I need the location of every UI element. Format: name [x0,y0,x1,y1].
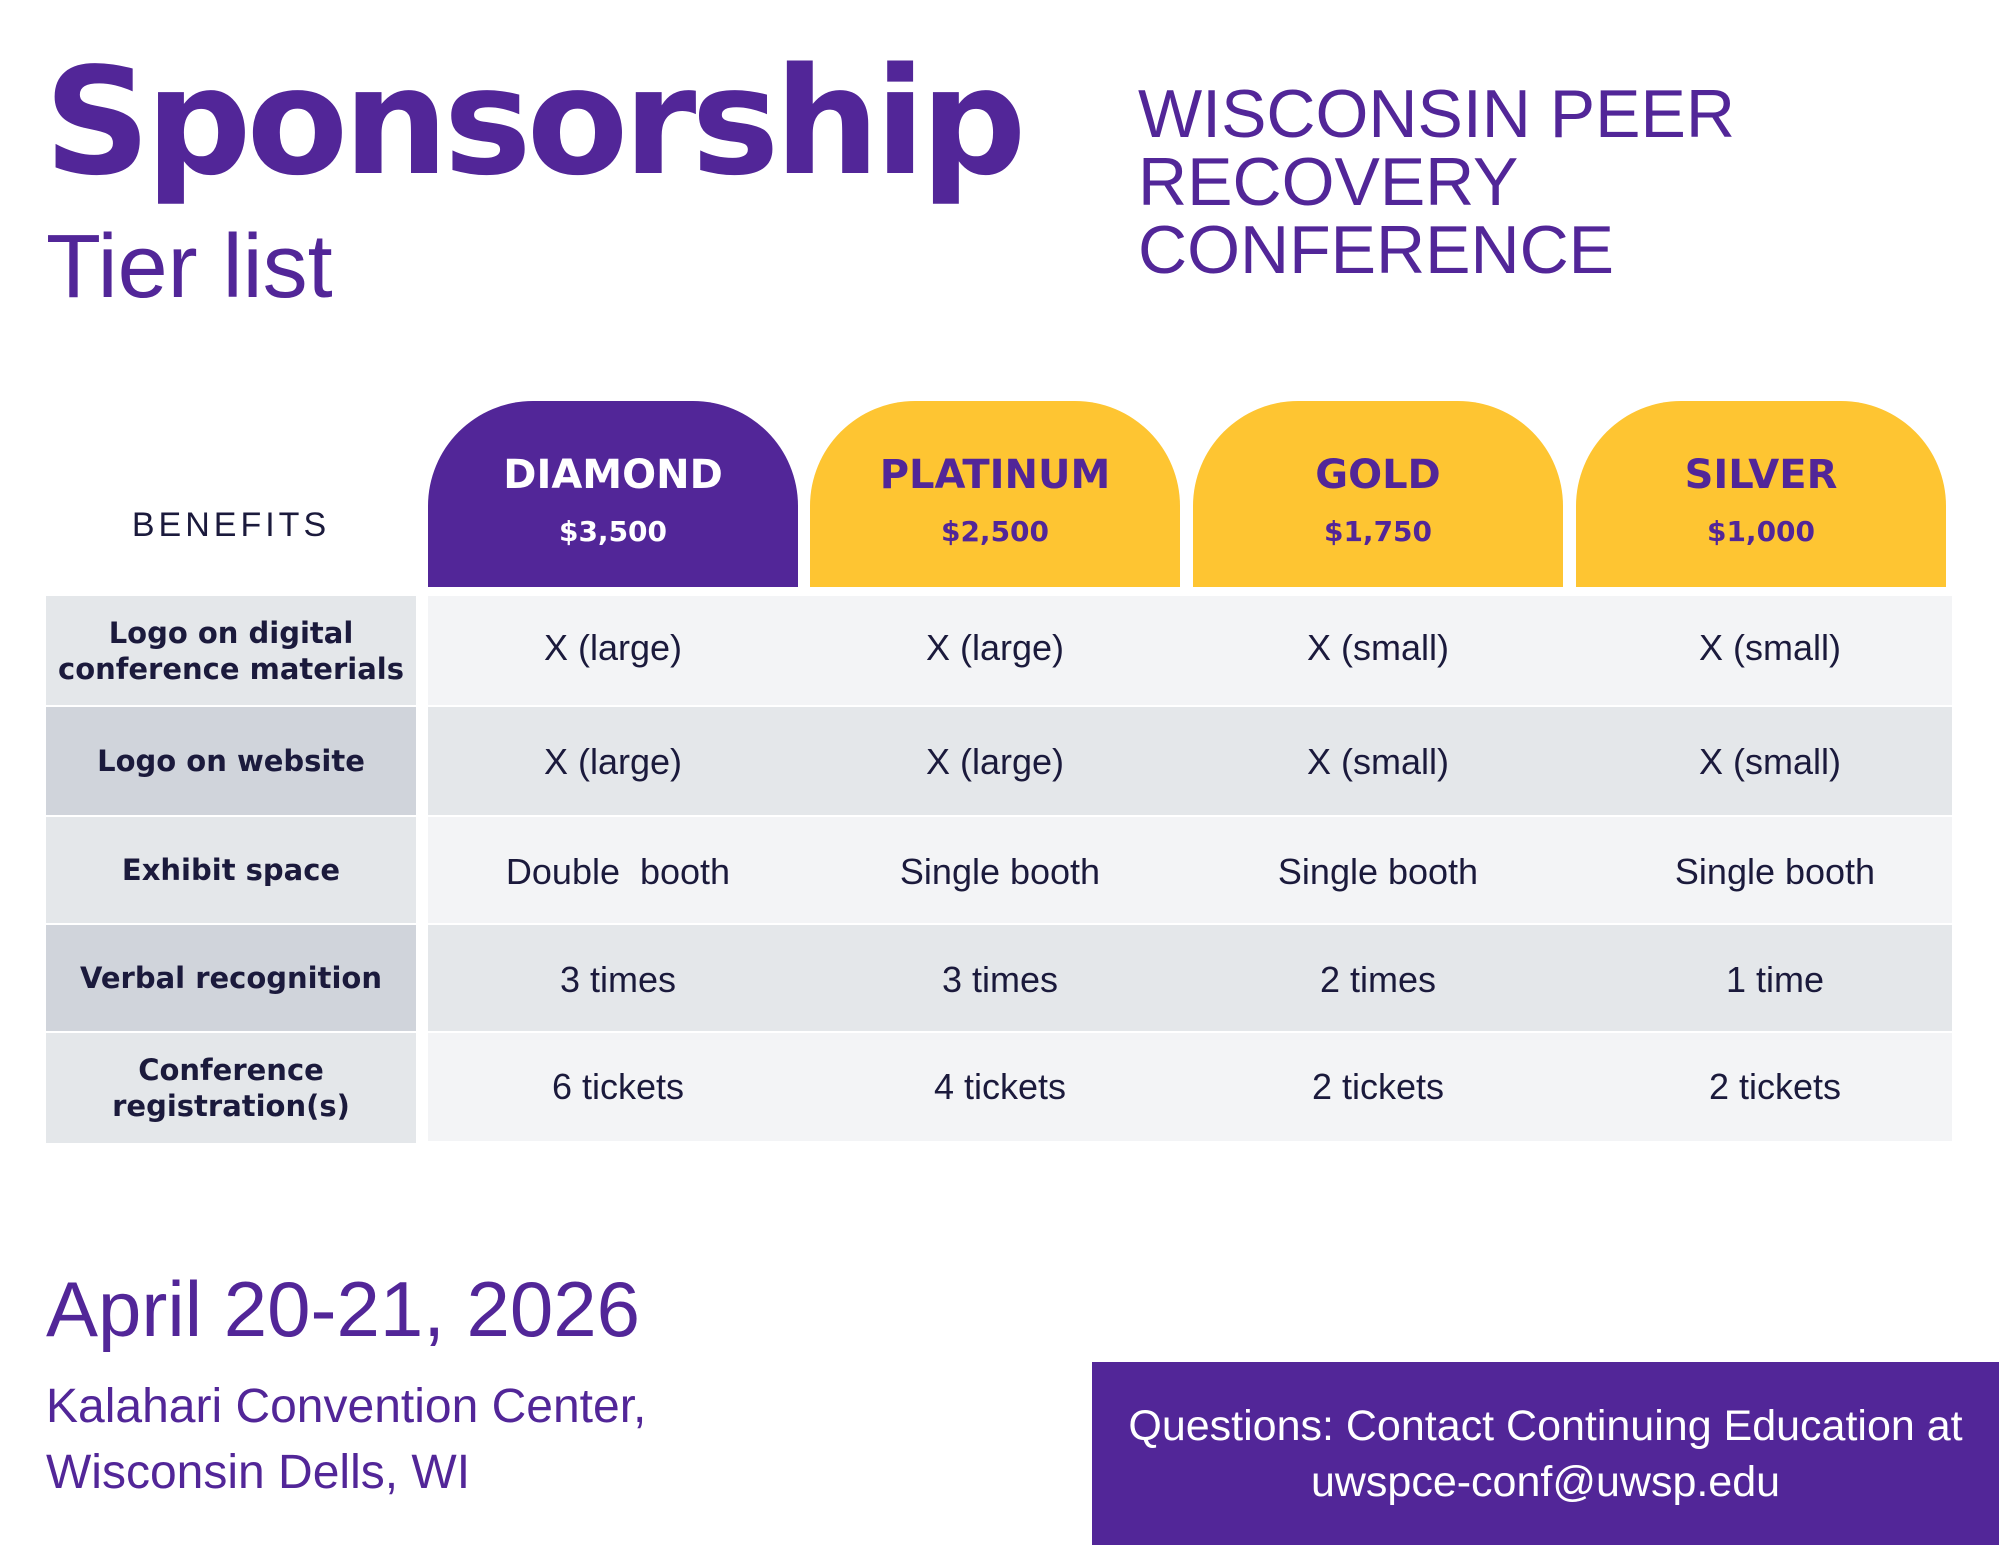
tier-price: $1,000 [1706,515,1816,548]
table-cell: X (large) [543,627,683,668]
tier-name: GOLD [1315,452,1441,498]
table-cell: 2 tickets [1708,1066,1842,1107]
event-venue: Kalahari Convention Center, Wisconsin De… [46,1380,647,1499]
table-cell: 6 tickets [551,1066,685,1107]
table-cell: X (small) [1699,627,1841,668]
benefit-label-logo-website: Logo on website [46,707,416,815]
table-cell: X (large) [543,741,683,782]
tier-header-gold: GOLD $1,750 [1193,401,1563,587]
table-cell: 2 times [1319,959,1437,1000]
table-cell: 2 tickets [1311,1066,1445,1107]
benefit-label-conference-registration: Conference registration(s) [46,1033,416,1143]
benefits-column-header: BENEFITS [131,506,331,544]
tier-name: PLATINUM [879,452,1111,498]
table-cell: X (small) [1307,627,1449,668]
table-row-background [428,1033,1952,1141]
contact-box: Questions: Contact Continuing Education … [1092,1362,1999,1545]
table-cell: 3 times [559,959,677,1000]
table-cell: X (small) [1307,741,1449,782]
table-cell: X (small) [1699,741,1841,782]
table-row-background [428,596,1952,705]
table-row-background [428,817,1952,923]
event-date: April 20-21, 2026 [46,1265,641,1353]
conference-name: WISCONSIN PEER RECOVERY CONFERENCE [1138,76,1735,288]
tier-name: DIAMOND [503,452,723,498]
benefit-label-verbal-recognition: Verbal recognition [46,925,416,1031]
table-cell: 4 tickets [933,1066,1067,1107]
table-cell: Single booth [1277,851,1479,892]
table-cell: 1 time [1725,959,1825,1000]
tier-header-diamond: DIAMOND $3,500 [428,401,798,587]
page-subtitle: Tier list [46,217,333,317]
page-title: Sponsorship [44,36,1026,208]
table-cell: X (large) [925,741,1065,782]
tier-header-silver: SILVER $1,000 [1576,401,1946,587]
table-cell: Double booth [505,851,731,892]
contact-text: Questions: Contact Continuing Education … [1128,1401,1963,1506]
table-row-background [428,707,1952,815]
table-cell: X (large) [925,627,1065,668]
tier-name: SILVER [1684,452,1838,498]
table-cell: Single booth [1674,851,1876,892]
tier-price: $1,750 [1323,515,1433,548]
table-cell: Single booth [899,851,1101,892]
tier-price: $2,500 [940,515,1050,548]
benefit-label-exhibit-space: Exhibit space [46,817,416,923]
table-cell: 3 times [941,959,1059,1000]
tier-price: $3,500 [558,515,668,548]
tier-header-platinum: PLATINUM $2,500 [810,401,1180,587]
benefit-label-logo-digital: Logo on digital conference materials [46,596,416,705]
table-row-background [428,925,1952,1031]
